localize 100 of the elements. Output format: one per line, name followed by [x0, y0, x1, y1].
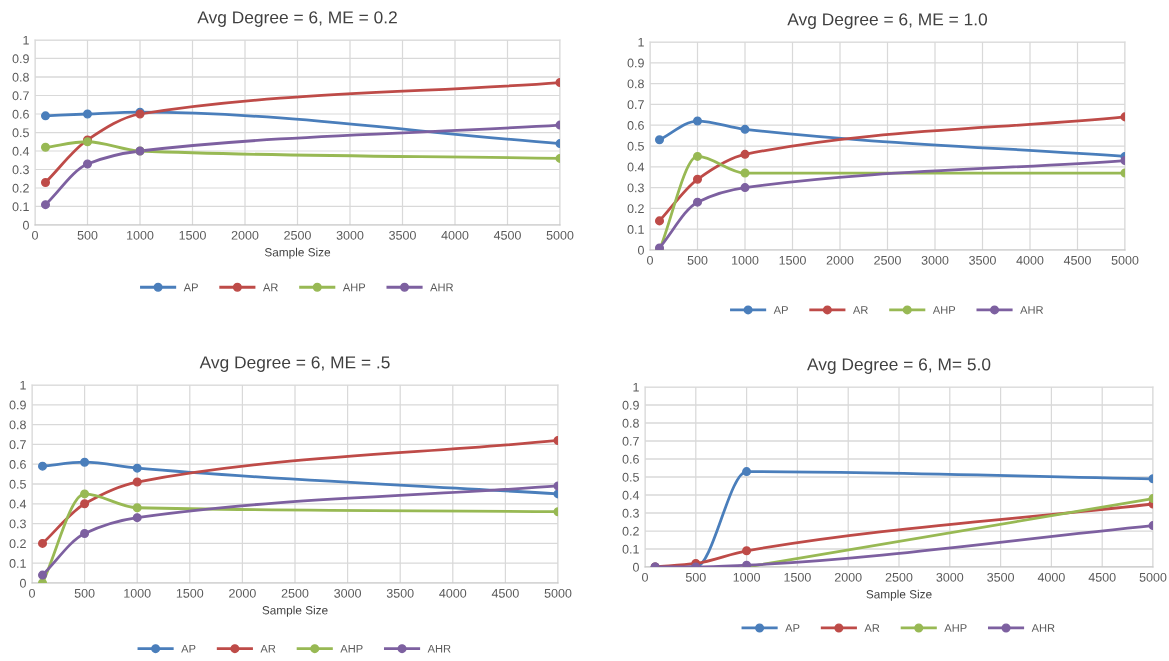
x-tick-label: 1000 [124, 588, 151, 598]
y-tick-label: 0.1 [627, 225, 644, 234]
x-tick-label: 1500 [179, 230, 206, 240]
x-tick-label: 4500 [493, 230, 521, 240]
y-tick-label: 1 [638, 37, 644, 47]
y-tick-label: 0.9 [622, 400, 639, 410]
x-tick-label: 2500 [885, 572, 913, 582]
x-axis-title: Sample Size [262, 605, 328, 617]
chart-title: Avg Degree = 6, ME = .5 [199, 356, 390, 372]
legend-label: AHR [427, 644, 451, 653]
y-tick-label: 0.3 [627, 183, 644, 193]
legend-label: AHP [340, 644, 363, 653]
x-tick-label: 0 [32, 230, 38, 240]
x-tick-label: 0 [647, 255, 653, 265]
y-tick-label: 0.2 [9, 539, 26, 549]
y-tick-label: 0.8 [622, 418, 639, 428]
y-tick-label: 1 [23, 35, 29, 45]
legend-label: AHR [430, 283, 454, 292]
x-tick-label: 1500 [784, 572, 811, 582]
x-tick-label: 4000 [439, 588, 467, 598]
x-tick-label: 3500 [386, 588, 414, 598]
y-tick-label: 0.5 [627, 141, 644, 151]
y-tick-label: 0.4 [12, 146, 30, 156]
y-tick-label: 0.4 [9, 499, 27, 509]
y-tick-label: 0.8 [627, 79, 644, 89]
legend-label: AHP [342, 283, 366, 292]
legend-label: AHP [932, 306, 956, 314]
y-tick-label: 0.2 [627, 204, 644, 214]
x-tick-label: 1500 [779, 255, 806, 265]
x-tick-label: 3000 [334, 588, 362, 598]
legend-label: AHR [1020, 306, 1044, 314]
y-tick-label: 0.9 [12, 54, 29, 64]
y-tick-label: 0.7 [622, 436, 639, 446]
y-tick-label: 0.6 [622, 454, 639, 464]
y-tick-label: 0 [22, 220, 29, 230]
chart-title: Avg Degree = 6, ME = 0.2 [197, 11, 397, 27]
x-tick-label: 500 [74, 588, 95, 598]
x-tick-label: 3000 [936, 572, 964, 582]
x-tick-label: 1000 [127, 230, 154, 240]
y-tick-label: 0.5 [622, 472, 639, 482]
y-tick-label: 0.7 [627, 100, 644, 110]
y-tick-label: 0.4 [627, 162, 645, 172]
x-tick-label: 4500 [1088, 572, 1116, 582]
x-tick-label: 2000 [229, 588, 256, 598]
legend-label: AR [852, 306, 868, 314]
y-tick-label: 0.8 [9, 420, 26, 430]
y-tick-label: 1 [20, 380, 26, 390]
x-axis-title: Sample Size [866, 589, 932, 601]
x-tick-label: 3500 [969, 255, 996, 265]
legend-label: AP [183, 283, 198, 292]
chart-title: Avg Degree = 6, ME = 1.0 [787, 13, 988, 29]
y-tick-label: 0.1 [622, 544, 639, 554]
x-tick-label: 2500 [284, 230, 311, 240]
legend-label: AP [181, 644, 196, 653]
x-tick-label: 5000 [546, 230, 574, 240]
x-tick-label: 5000 [1139, 572, 1167, 582]
legend-label: AR [262, 283, 278, 292]
x-tick-label: 4000 [1016, 255, 1044, 265]
legend-label: AP [773, 306, 788, 314]
y-tick-label: 0.8 [12, 72, 29, 82]
y-tick-label: 0.5 [12, 128, 29, 138]
x-tick-label: 2000 [826, 255, 854, 265]
y-tick-label: 0.3 [9, 519, 26, 529]
x-tick-label: 2000 [231, 230, 259, 240]
legend-label: AHP [944, 624, 967, 632]
x-tick-label: 2000 [834, 572, 862, 582]
y-tick-label: 0.1 [9, 559, 26, 568]
x-tick-label: 1500 [176, 588, 204, 598]
x-tick-label: 3000 [336, 230, 364, 240]
y-tick-label: 0 [632, 562, 639, 572]
x-tick-label: 500 [77, 230, 98, 240]
x-tick-label: 3500 [389, 230, 416, 240]
y-tick-label: 0.2 [12, 183, 29, 193]
y-tick-label: 0.6 [627, 121, 644, 130]
y-tick-label: 0.9 [9, 400, 26, 410]
y-tick-label: 0.6 [9, 460, 26, 469]
y-tick-label: 1 [633, 382, 639, 392]
y-tick-label: 0 [637, 245, 644, 255]
x-tick-label: 500 [685, 572, 706, 582]
y-tick-label: 0.5 [9, 479, 26, 489]
legend-label: AP [785, 624, 800, 632]
y-tick-label: 0.6 [12, 109, 29, 119]
x-tick-label: 2500 [281, 588, 309, 598]
x-tick-label: 1000 [732, 255, 759, 265]
x-tick-label: 4000 [441, 230, 469, 240]
legend-label: AR [260, 644, 276, 653]
x-tick-label: 2500 [874, 255, 901, 265]
y-tick-label: 0.3 [12, 165, 29, 175]
y-tick-label: 0.2 [622, 526, 639, 536]
y-tick-label: 0.7 [9, 440, 26, 450]
y-tick-label: 0.4 [622, 490, 640, 500]
y-tick-label: 0.1 [12, 202, 29, 212]
x-tick-label: 4500 [491, 588, 519, 598]
x-tick-label: 5000 [544, 588, 572, 598]
chart-title: Avg Degree = 6, M= 5.0 [807, 358, 991, 374]
y-tick-label: 0.7 [12, 91, 29, 101]
x-tick-label: 4000 [1037, 572, 1065, 582]
x-tick-label: 3000 [921, 255, 949, 265]
x-axis-title: Sample Size [264, 247, 331, 259]
x-tick-label: 1000 [733, 572, 761, 582]
